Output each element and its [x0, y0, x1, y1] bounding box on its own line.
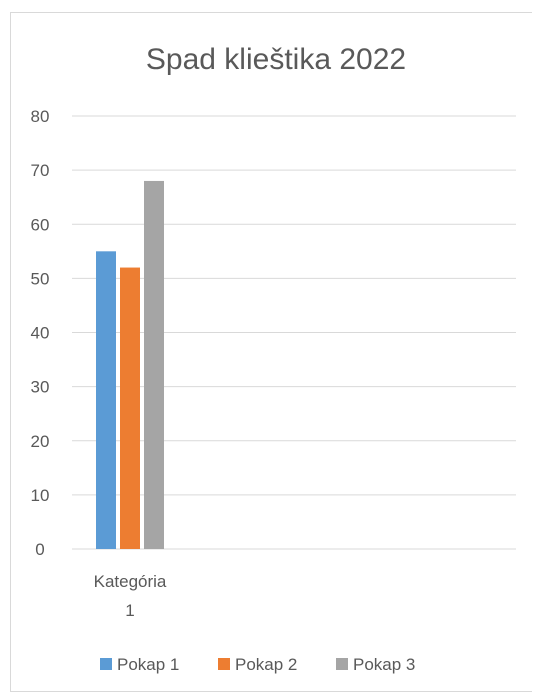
- bar-pokap-2: [120, 267, 140, 549]
- legend-swatch: [100, 658, 112, 670]
- y-tick-label: 0: [35, 540, 44, 559]
- x-tick-label: 1: [125, 601, 134, 620]
- x-tick-label: Kategória: [94, 572, 167, 591]
- bar-pokap-3: [144, 180, 164, 549]
- chart-title: Spad klieštika 2022: [146, 43, 406, 76]
- x-axis-ticks: Kategória 1: [94, 572, 167, 620]
- y-tick-label: 20: [31, 432, 50, 451]
- y-tick-label: 50: [31, 269, 50, 288]
- legend-swatch: [218, 658, 230, 670]
- legend-swatch: [336, 658, 348, 670]
- y-tick-label: 80: [31, 107, 50, 126]
- legend-label: Pokap 3: [353, 655, 415, 674]
- bars: [96, 180, 164, 549]
- y-tick-label: 10: [31, 486, 50, 505]
- y-tick-label: 30: [31, 378, 50, 397]
- legend-label: Pokap 2: [235, 655, 297, 674]
- y-axis-ticks: 0 10 20 30 40 50 60 70 80: [31, 107, 50, 559]
- y-tick-label: 70: [31, 161, 50, 180]
- y-tick-label: 40: [31, 324, 50, 343]
- legend: Pokap 1 Pokap 2 Pokap 3: [100, 655, 415, 674]
- legend-label: Pokap 1: [117, 655, 179, 674]
- y-tick-label: 60: [31, 215, 50, 234]
- bar-pokap-1: [96, 251, 116, 549]
